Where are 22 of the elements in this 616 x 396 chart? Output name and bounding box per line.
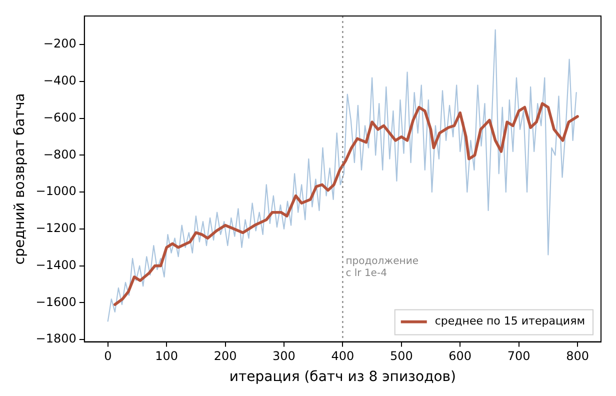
x-tick-label: 500	[390, 349, 413, 364]
y-tick-label: −1000	[36, 184, 76, 198]
y-tick-label: −1600	[36, 294, 76, 309]
x-tick-label: 600	[448, 349, 472, 364]
legend-label: среднее по 15 итерациям	[434, 314, 585, 328]
ref-line-label: продолжение с lr 1e-4	[346, 256, 418, 279]
x-tick-label: 200	[214, 349, 237, 364]
y-tick-label: −1800	[36, 332, 76, 346]
y-tick-label: −200	[43, 36, 76, 51]
y-tick-label: −1200	[36, 221, 76, 236]
x-tick-label: 300	[272, 349, 296, 364]
y-tick-label: −800	[43, 147, 76, 162]
y-axis-title: средний возврат батча	[12, 93, 28, 265]
x-tick-label: 400	[331, 349, 354, 364]
x-tick-label: 800	[566, 349, 589, 364]
x-tick-label: 0	[104, 349, 112, 364]
x-tick-label: 700	[507, 349, 530, 364]
x-axis-title: итерация (батч из 8 эпизодов)	[229, 369, 456, 386]
x-tick-label: 100	[155, 349, 178, 364]
y-tick-label: −400	[43, 74, 76, 88]
y-tick-label: −600	[43, 110, 76, 124]
y-tick-label: −1400	[36, 258, 76, 272]
